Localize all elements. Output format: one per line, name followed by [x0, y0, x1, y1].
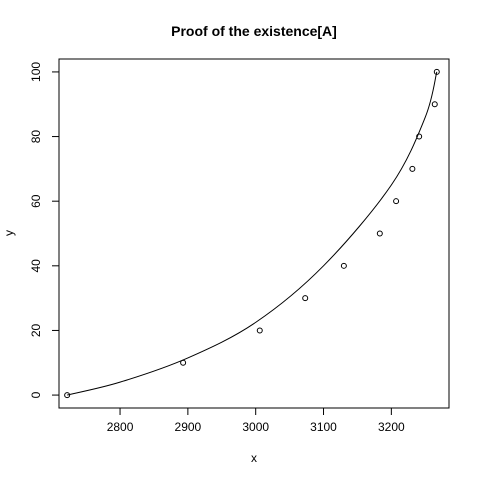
fitted-curve	[67, 71, 438, 396]
data-point	[180, 359, 187, 366]
x-tick-label: 3000	[242, 420, 269, 434]
data-point	[64, 392, 71, 399]
data-point	[416, 133, 423, 140]
data-point	[256, 327, 263, 334]
y-tick-label: 100	[29, 62, 43, 82]
data-point	[433, 68, 440, 75]
x-axis-label: x	[251, 451, 257, 465]
y-tick-label: 20	[29, 323, 43, 337]
y-axis-label: y	[2, 230, 16, 236]
y-tick-label: 60	[29, 194, 43, 208]
data-point	[340, 262, 347, 269]
y-tick-label: 40	[29, 259, 43, 273]
x-tick-label: 3200	[378, 420, 405, 434]
y-axis: 0 20 40 60 80 100	[29, 62, 59, 398]
data-point	[409, 165, 416, 172]
data-point	[393, 198, 400, 205]
chart-title: Proof of the existence[A]	[171, 23, 337, 39]
x-tick-label: 2900	[175, 420, 202, 434]
x-axis: 2800 2900 3000 3100 3200	[107, 408, 405, 434]
y-tick-label: 0	[29, 391, 43, 398]
data-point	[431, 101, 438, 108]
plot-frame	[58, 58, 450, 409]
x-tick-label: 3100	[310, 420, 337, 434]
x-tick-label: 2800	[107, 420, 134, 434]
data-point	[302, 295, 309, 302]
points-layer	[64, 68, 440, 399]
y-tick-label: 80	[29, 130, 43, 144]
fitted-curve-layer	[67, 71, 438, 396]
data-point	[376, 230, 383, 237]
